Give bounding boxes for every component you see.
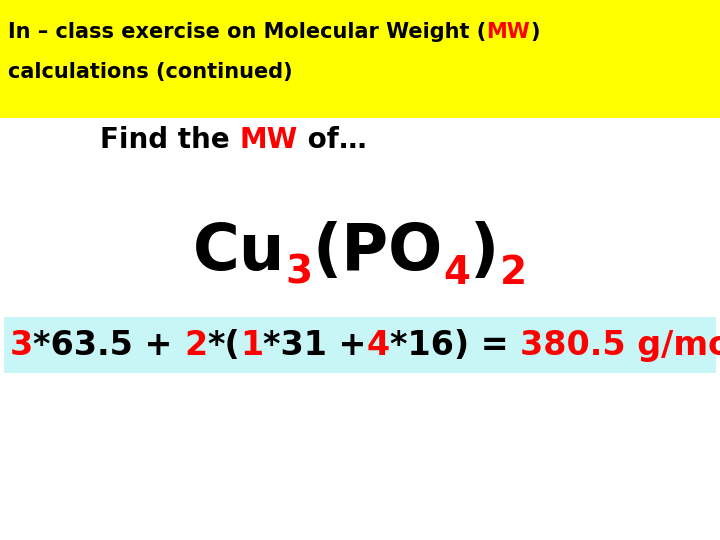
Text: *63.5 +: *63.5 +: [33, 329, 184, 362]
Text: MW: MW: [486, 22, 530, 42]
Text: *16) =: *16) =: [390, 329, 520, 362]
Text: Cu: Cu: [194, 221, 286, 283]
Text: (PO: (PO: [313, 221, 444, 283]
Text: MW: MW: [239, 126, 297, 154]
Text: 3: 3: [286, 254, 313, 292]
Text: 380.5 g/mol: 380.5 g/mol: [520, 329, 720, 362]
Text: ): ): [470, 221, 500, 283]
Text: 2: 2: [500, 254, 526, 292]
Text: *(: *(: [207, 329, 240, 362]
Text: 4: 4: [444, 254, 470, 292]
Text: 1: 1: [240, 329, 264, 362]
Text: 4: 4: [366, 329, 390, 362]
Text: Find the: Find the: [100, 126, 239, 154]
Bar: [0, 0, 720, 118]
Text: *31 +: *31 +: [264, 329, 366, 362]
Bar: [4, 317, 716, 373]
Text: of…: of…: [297, 126, 366, 154]
Text: calculations (continued): calculations (continued): [8, 62, 292, 82]
Text: In – class exercise on Molecular Weight (: In – class exercise on Molecular Weight …: [8, 22, 486, 42]
Text: 2: 2: [184, 329, 207, 362]
Text: 3: 3: [10, 329, 33, 362]
Text: ): ): [530, 22, 539, 42]
